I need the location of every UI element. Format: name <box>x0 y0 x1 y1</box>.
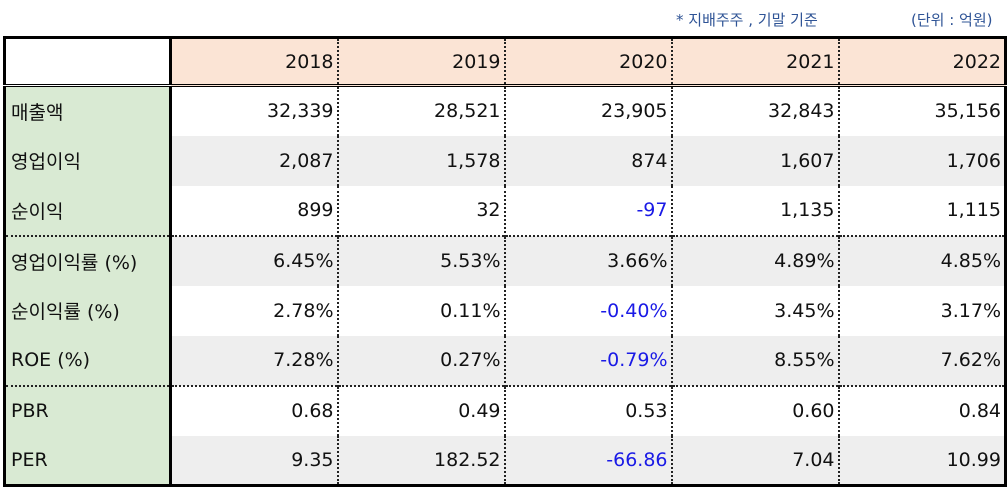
row-label: ROE (%) <box>3 335 172 386</box>
value-cell: 7.62% <box>838 335 1007 386</box>
value-cell: 8.55% <box>671 335 840 386</box>
value-cell: 5.53% <box>337 234 506 286</box>
row-label: 순이익 <box>3 185 172 236</box>
row-operating-profit: 영업이익 2,087 1,578 874 1,607 1,706 <box>3 135 1007 186</box>
value-cell: 0.27% <box>337 335 506 386</box>
row-pbr: PBR 0.68 0.49 0.53 0.60 0.84 <box>3 384 1007 436</box>
row-label: 순이익률 (%) <box>3 285 172 336</box>
value-cell: 3.66% <box>504 234 673 286</box>
value-cell: 0.11% <box>337 285 506 336</box>
value-cell: 0.68 <box>170 384 339 436</box>
row-revenue: 매출액 32,339 28,521 23,905 32,843 35,156 <box>3 85 1007 136</box>
value-cell: 28,521 <box>337 85 506 136</box>
value-cell: 7.04 <box>671 435 840 487</box>
value-cell: 874 <box>504 135 673 186</box>
year-header: 2018 <box>170 36 339 87</box>
value-cell: 3.45% <box>671 285 840 336</box>
year-header: 2020 <box>504 36 673 87</box>
value-cell: 1,115 <box>838 185 1007 236</box>
value-cell: 3.17% <box>838 285 1007 336</box>
value-cell: 0.53 <box>504 384 673 436</box>
value-cell: 6.45% <box>170 234 339 286</box>
value-cell: 4.85% <box>838 234 1007 286</box>
value-cell: 4.89% <box>671 234 840 286</box>
row-label: 매출액 <box>3 85 172 136</box>
corner-cell <box>3 36 172 87</box>
value-cell: 32 <box>337 185 506 236</box>
value-cell: 1,706 <box>838 135 1007 186</box>
value-cell: 32,843 <box>671 85 840 136</box>
value-cell: 1,578 <box>337 135 506 186</box>
row-label: PBR <box>3 384 172 436</box>
value-cell: 0.60 <box>671 384 840 436</box>
value-cell-negative: -0.79% <box>504 335 673 386</box>
value-cell: 23,905 <box>504 85 673 136</box>
value-cell: 7.28% <box>170 335 339 386</box>
row-label: 영업이익 <box>3 135 172 186</box>
row-per: PER 9.35 182.52 -66.86 7.04 10.99 <box>3 435 1007 487</box>
value-cell: 1,135 <box>671 185 840 236</box>
value-cell: 9.35 <box>170 435 339 487</box>
value-cell: 1,607 <box>671 135 840 186</box>
header-row: 2018 2019 2020 2021 2022 <box>3 36 1007 87</box>
unit-note: (단위 : 억원) <box>911 11 993 29</box>
value-cell-negative: -66.86 <box>504 435 673 487</box>
value-cell-negative: -97 <box>504 185 673 236</box>
row-net-income: 순이익 899 32 -97 1,135 1,115 <box>3 185 1007 236</box>
value-cell: 35,156 <box>838 85 1007 136</box>
value-cell: 10.99 <box>838 435 1007 487</box>
basis-note: * 지배주주 , 기말 기준 <box>676 11 818 29</box>
financial-table: 2018 2019 2020 2021 2022 매출액 32,339 28,5… <box>3 36 1007 487</box>
row-operating-margin: 영업이익률 (%) 6.45% 5.53% 3.66% 4.89% 4.85% <box>3 234 1007 286</box>
row-label: PER <box>3 435 172 487</box>
row-label: 영업이익률 (%) <box>3 234 172 286</box>
value-cell: 2.78% <box>170 285 339 336</box>
value-cell: 32,339 <box>170 85 339 136</box>
year-header: 2019 <box>337 36 506 87</box>
row-roe: ROE (%) 7.28% 0.27% -0.79% 8.55% 7.62% <box>3 335 1007 386</box>
row-net-margin: 순이익률 (%) 2.78% 0.11% -0.40% 3.45% 3.17% <box>3 285 1007 336</box>
year-header: 2021 <box>671 36 840 87</box>
value-cell: 899 <box>170 185 339 236</box>
value-cell: 0.84 <box>838 384 1007 436</box>
value-cell: 0.49 <box>337 384 506 436</box>
value-cell-negative: -0.40% <box>504 285 673 336</box>
value-cell: 2,087 <box>170 135 339 186</box>
year-header: 2022 <box>838 36 1007 87</box>
value-cell: 182.52 <box>337 435 506 487</box>
